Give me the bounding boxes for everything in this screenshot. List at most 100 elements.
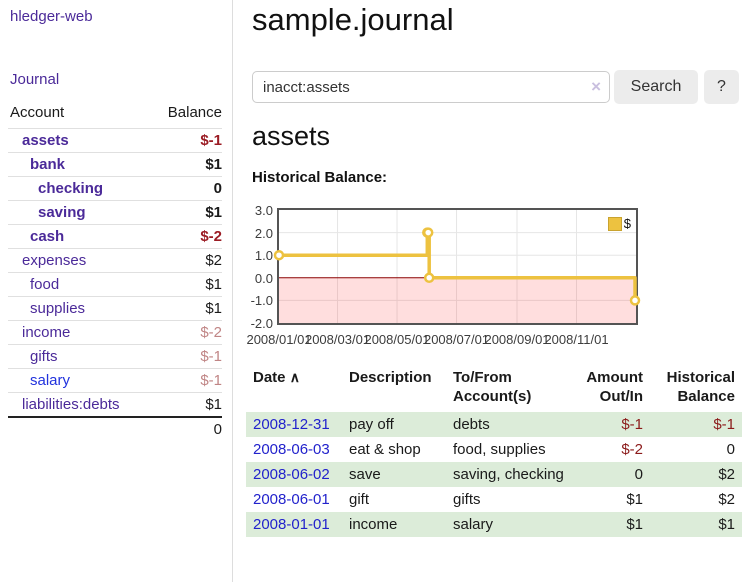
transaction-row[interactable]: 2008-01-01 income salary $1 $1 — [246, 512, 742, 537]
transaction-amount: $-1 — [621, 416, 643, 433]
account-balance: $-1 — [150, 128, 222, 153]
transaction-date-link[interactable]: 2008-12-31 — [253, 416, 330, 433]
y-tick-label: 3.0 — [254, 203, 273, 218]
transaction-accounts: saving, checking — [453, 466, 564, 483]
account-link-gifts[interactable]: gifts — [30, 348, 58, 365]
transaction-accounts: gifts — [453, 491, 481, 508]
account-link-salary[interactable]: salary — [30, 372, 71, 389]
account-row: supplies $1 — [8, 296, 222, 321]
account-row: expenses $2 — [8, 248, 222, 273]
accounts-table-header: Account Balance — [8, 102, 222, 129]
transaction-accounts: food, supplies — [453, 441, 546, 458]
x-tick-label: 2008/07/01 — [423, 332, 490, 347]
account-row: saving $1 — [8, 200, 222, 225]
accounts-table: Account Balance assets $-1 bank $1 check… — [8, 102, 222, 441]
account-link-assets[interactable]: assets — [22, 132, 69, 149]
account-balance: $1 — [150, 152, 222, 177]
transactions-header-amount: Amount Out/In — [586, 369, 643, 405]
account-heading: assets — [252, 121, 331, 151]
accounts-total-value: 0 — [150, 416, 222, 441]
transaction-row[interactable]: 2008-06-02 save saving, checking 0 $2 — [246, 462, 742, 487]
search-button[interactable]: Search — [614, 70, 698, 104]
account-balance: $1 — [150, 392, 222, 417]
account-balance: $-1 — [150, 368, 222, 393]
clear-search-icon[interactable]: × — [591, 77, 601, 96]
account-row: salary $-1 — [8, 368, 222, 393]
transaction-balance: $-1 — [713, 416, 735, 433]
transaction-row[interactable]: 2008-06-01 gift gifts $1 $2 — [246, 487, 742, 512]
y-tick-label: -2.0 — [250, 316, 273, 331]
transaction-balance: $2 — [718, 491, 735, 508]
transaction-accounts: debts — [453, 416, 490, 433]
transactions-header-balance: Historical Balance — [666, 369, 735, 405]
y-tick-label: -1.0 — [250, 293, 273, 309]
account-link-bank[interactable]: bank — [30, 156, 66, 173]
chart-legend: $ — [607, 216, 631, 231]
transaction-row[interactable]: 2008-12-31 pay off debts $-1 $-1 — [246, 412, 742, 437]
account-link-expenses[interactable]: expenses — [22, 252, 87, 269]
date-header-label: Date — [253, 369, 286, 386]
account-balance: 0 — [150, 176, 222, 201]
transactions-header-row: Date ∧ Description To/From Account(s) Am… — [246, 364, 742, 412]
transaction-description: income — [349, 516, 398, 533]
transaction-description: save — [349, 466, 381, 483]
account-balance: $1 — [150, 272, 222, 297]
transaction-date-link[interactable]: 2008-06-01 — [253, 491, 330, 508]
account-balance: $1 — [150, 296, 222, 321]
search-form: × Search ? — [252, 70, 742, 104]
chart-series-svg — [273, 210, 641, 323]
x-tick-label: 2008/09/01 — [484, 332, 550, 347]
transaction-balance: $1 — [718, 516, 735, 533]
account-link-food[interactable]: food — [30, 276, 60, 293]
page-title: sample.journal — [252, 2, 454, 37]
account-row: income $-2 — [8, 320, 222, 345]
account-row: food $1 — [8, 272, 222, 297]
chart-plot: $ — [273, 208, 641, 325]
search-input[interactable] — [252, 71, 610, 103]
transaction-amount: $1 — [626, 516, 643, 533]
transactions-header-accounts: To/From Account(s) — [453, 369, 532, 405]
account-link-cash[interactable]: cash — [30, 228, 65, 245]
transaction-date-link[interactable]: 2008-06-03 — [253, 441, 330, 458]
account-row: bank $1 — [8, 152, 222, 177]
transaction-balance: 0 — [726, 441, 735, 458]
y-tick-label: 1.0 — [254, 248, 273, 264]
account-row: checking 0 — [8, 176, 222, 201]
x-tick-label: 2008/05/01 — [364, 332, 430, 347]
transaction-amount: $1 — [626, 491, 643, 508]
account-row: liabilities:debts $1 — [8, 392, 222, 417]
transaction-description: eat & shop — [349, 441, 421, 458]
account-balance: $-2 — [150, 224, 222, 249]
x-tick-label: 2008/03/01 — [304, 332, 371, 347]
historical-balance-chart: 3.0 2.0 1.0 0.0 -1.0 -2.0 $ 2008/01/01 2008/03… — [246, 204, 742, 350]
accounts-header-balance: Balance — [167, 104, 222, 121]
transaction-date-link[interactable]: 2008-06-02 — [253, 466, 330, 483]
app-brand-link[interactable]: hledger-web — [10, 8, 93, 25]
account-row: cash $-2 — [8, 224, 222, 249]
transaction-description: gift — [349, 491, 370, 508]
main-pane: sample.journal × Search ? assets Histori… — [246, 0, 742, 582]
sidebar: hledger-web Journal Account Balance asse… — [0, 0, 233, 582]
transactions-header-description: Description — [349, 369, 432, 386]
transactions-header-date[interactable]: Date ∧ — [246, 364, 342, 412]
help-button[interactable]: ? — [704, 70, 739, 104]
sidebar-item-journal[interactable]: Journal — [10, 71, 60, 88]
account-link-liabilities-debts[interactable]: liabilities:debts — [22, 396, 120, 413]
legend-swatch-icon — [607, 216, 622, 231]
account-link-supplies[interactable]: supplies — [30, 300, 86, 317]
account-balance: $-1 — [150, 344, 222, 369]
transaction-row[interactable]: 2008-06-03 eat & shop food, supplies $-2… — [246, 437, 742, 462]
accounts-total-row: 0 — [8, 416, 222, 441]
transactions-table: Date ∧ Description To/From Account(s) Am… — [246, 364, 742, 537]
transaction-date-link[interactable]: 2008-01-01 — [253, 516, 330, 533]
transaction-description: pay off — [349, 416, 394, 433]
account-link-income[interactable]: income — [22, 324, 71, 341]
account-link-saving[interactable]: saving — [38, 204, 86, 221]
account-row: gifts $-1 — [8, 344, 222, 369]
account-balance: $1 — [150, 200, 222, 225]
y-tick-label: 2.0 — [254, 225, 273, 241]
account-link-checking[interactable]: checking — [38, 180, 104, 197]
sort-ascending-icon: ∧ — [289, 369, 300, 385]
transaction-balance: $2 — [718, 466, 735, 483]
chart-title: Historical Balance: — [252, 169, 388, 186]
